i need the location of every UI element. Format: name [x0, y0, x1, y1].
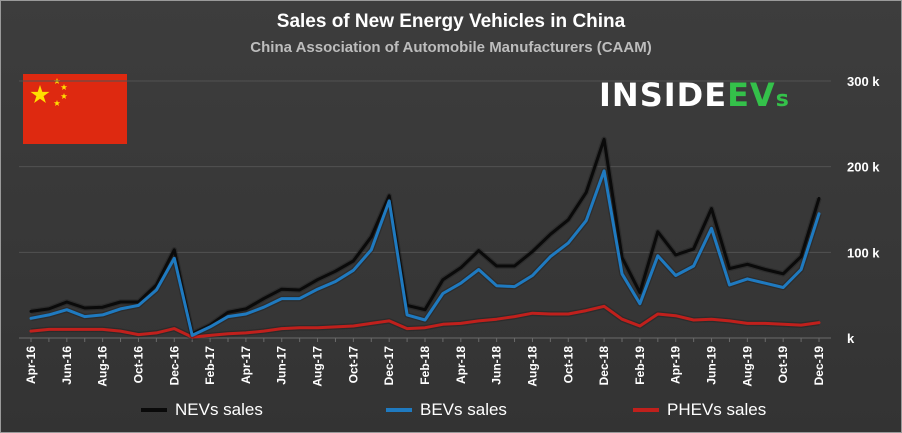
x-tick-label: Oct-16 [131, 346, 145, 384]
legend-item: NEVs sales [141, 397, 263, 423]
flag-small-star [60, 93, 68, 99]
chart-title: Sales of New Energy Vehicles in China [276, 11, 626, 32]
y-tick-label: 300 k [847, 74, 880, 89]
legend-item: BEVs sales [386, 397, 507, 423]
x-tick-label: Dec-19 [812, 346, 826, 386]
x-tick-label: Oct-19 [776, 346, 790, 384]
x-tick-label: Dec-16 [167, 346, 181, 386]
x-tick-label: Jun-19 [705, 346, 719, 385]
x-tick-label: Feb-18 [418, 346, 432, 385]
y-tick-label: 200 k [847, 160, 880, 175]
x-tick-label: Jun-18 [490, 346, 504, 385]
series-line-phevs-sales [29, 304, 821, 339]
x-tick-label: Feb-17 [203, 346, 217, 385]
china-flag [23, 74, 127, 144]
x-tick-label: Apr-19 [669, 346, 683, 384]
x-tick-label: Apr-16 [24, 346, 38, 384]
insideevs-logo: INSIDEEVs [599, 77, 790, 113]
x-tick-label: Aug-16 [96, 346, 110, 387]
legend-label: PHEVs sales [667, 400, 767, 419]
flag-background [23, 74, 127, 144]
legend-item: PHEVs sales [633, 397, 766, 423]
x-tick-label: Feb-19 [633, 346, 647, 385]
x-tick-label: Jun-16 [60, 346, 74, 385]
y-tick-label: k [847, 331, 855, 346]
x-tick-label: Aug-19 [740, 346, 754, 387]
series-shadow [30, 136, 822, 337]
logo-text-ev: EV [727, 76, 776, 114]
legend-label: BEVs sales [420, 400, 507, 419]
x-tick-label: Oct-18 [561, 346, 575, 384]
x-axis-ticks: Apr-16 Jun-16 Aug-16 Oct-16 Dec-16 Feb-17 Apr-… [24, 338, 826, 387]
legend-label: NEVs sales [175, 400, 263, 419]
china-flag-graphic [23, 74, 127, 144]
legend-swatch [141, 408, 167, 412]
logo-text-inside: INSIDE [599, 76, 728, 114]
x-tick-label: Aug-18 [525, 346, 539, 387]
x-tick-label: Apr-18 [454, 346, 468, 384]
gridlines [19, 80, 831, 339]
x-tick-label: Oct-17 [346, 346, 360, 384]
y-tick-label: 100 k [847, 245, 880, 260]
legend-swatch [633, 408, 659, 412]
x-tick-label: Dec-18 [597, 346, 611, 386]
legend: NEVs sales BEVs sales PHEVs sales [1, 397, 901, 423]
series-line-nevs-sales [29, 137, 821, 336]
x-tick-label: Aug-17 [311, 346, 325, 387]
series-line-bevs-sales [29, 169, 821, 337]
legend-swatch [386, 408, 412, 412]
flag-small-star [60, 84, 68, 90]
x-tick-label: Jun-17 [275, 346, 289, 385]
series-lines [29, 136, 822, 340]
logo-text-s: s [775, 87, 790, 112]
flag-small-star [53, 100, 61, 106]
flag-big-star [30, 85, 50, 103]
y-axis-ticks: k 100 k 200 k 300 k [847, 74, 880, 346]
x-tick-label: Apr-17 [239, 346, 253, 384]
x-tick-label: Dec-17 [382, 346, 396, 386]
chart-subtitle: China Association of Automobile Manufact… [250, 39, 652, 56]
